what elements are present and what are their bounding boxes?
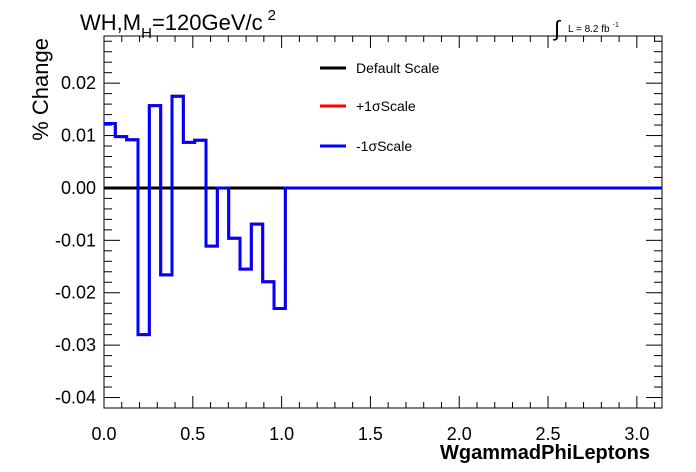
chart-title: WH,MH=120GeV/c 2 <box>80 7 276 42</box>
x-tick-label: 1.5 <box>358 424 383 444</box>
title-prefix: WH,M <box>80 10 141 35</box>
y-tick-label: 0.00 <box>61 178 96 198</box>
lumi-label: L = 8.2 fb -1 <box>568 22 619 35</box>
legend: Default Scale +1σScale -1σScale <box>320 60 439 154</box>
title-mass: =120GeV/c <box>152 10 263 35</box>
y-tick-label: 0.02 <box>61 73 96 93</box>
x-tick-label: 2.0 <box>447 424 472 444</box>
y-tick-label: 0.01 <box>61 126 96 146</box>
x-tick-label: 0.5 <box>180 424 205 444</box>
y-tick-label: -0.04 <box>55 388 96 408</box>
plot-frame <box>103 35 663 409</box>
legend-label-minus1sigma: -1σScale <box>356 138 412 154</box>
title-superscript: 2 <box>268 7 276 24</box>
x-axis-label: WgammadPhiLeptons <box>440 442 650 464</box>
title-subscript: H <box>141 25 152 42</box>
series-group <box>104 94 662 337</box>
y-tick-label: -0.02 <box>55 283 96 303</box>
series-minus1sigma <box>104 94 662 337</box>
y-tick-label: -0.01 <box>55 230 96 250</box>
lumi-integral-icon: ∫ <box>552 16 562 41</box>
lumi-text: L = 8.2 fb <box>568 24 610 35</box>
axes: 0.0 0.5 1.0 1.5 2.0 2.5 3.0 -0.04 -0.03 -0.02 -0.0… <box>55 36 662 444</box>
x-tick-label: 3.0 <box>624 424 649 444</box>
legend-label-plus1sigma: +1σScale <box>356 98 416 114</box>
x-tick-label: 2.5 <box>536 424 561 444</box>
x-tick-label: 0.0 <box>91 424 116 444</box>
x-tick-label: 1.0 <box>269 424 294 444</box>
lumi-superscript: -1 <box>613 22 619 29</box>
legend-label-default: Default Scale <box>356 60 439 76</box>
y-tick-label: -0.03 <box>55 335 96 355</box>
y-axis-label: % Change <box>28 38 53 141</box>
